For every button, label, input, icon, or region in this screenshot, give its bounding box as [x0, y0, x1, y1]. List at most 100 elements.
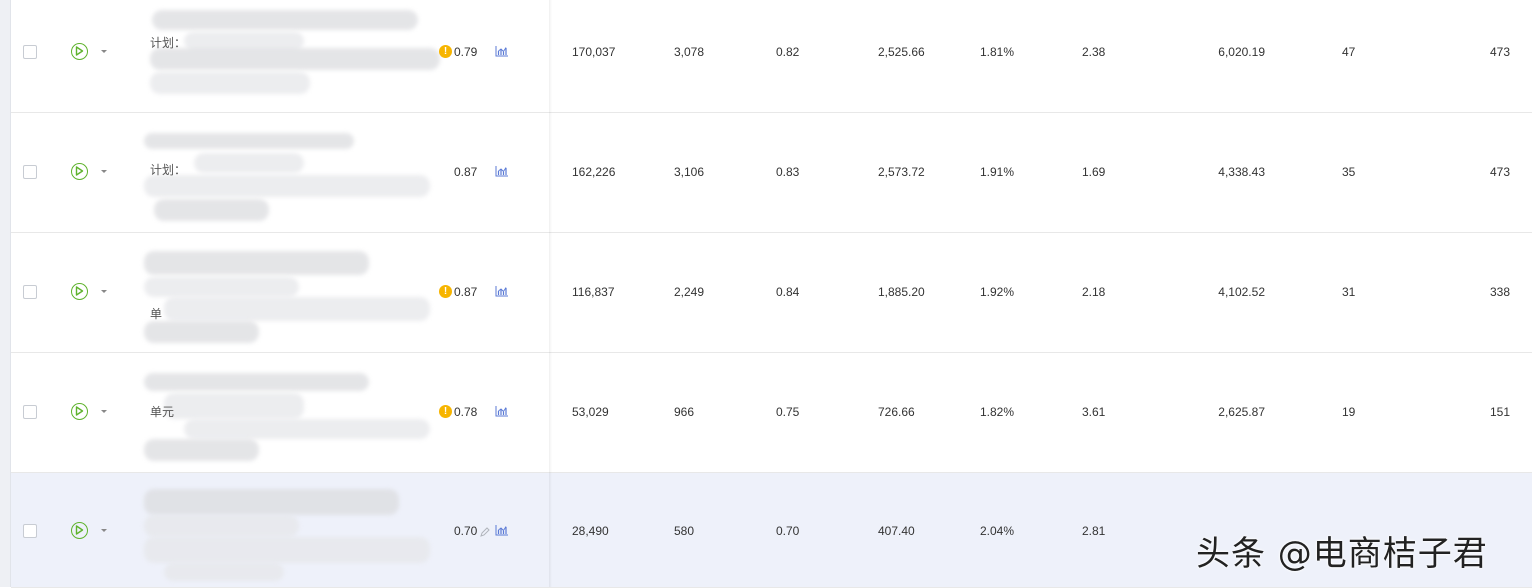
caret-down-icon[interactable] [101, 290, 107, 293]
campaign-name-block[interactable]: 计划： [144, 0, 440, 100]
metric-cell: 4,102.52 [1218, 285, 1265, 299]
fixed-column-divider [549, 0, 552, 587]
redacted-text [184, 419, 430, 439]
redacted-text [144, 321, 259, 343]
redacted-text [144, 175, 430, 197]
metric-cell: 1.81% [980, 45, 1015, 59]
watermark: 头条 @电商桔子君 [1196, 534, 1488, 574]
bar-chart-icon[interactable] [495, 165, 509, 177]
metric-cell: 0.83 [776, 165, 800, 179]
play-circle-icon[interactable] [71, 163, 88, 180]
metric-cell: 28,490 [572, 524, 609, 538]
redacted-text [144, 439, 259, 461]
redacted-text [184, 32, 304, 50]
metric-cell: 1.82% [980, 405, 1015, 419]
metric-cell: 580 [674, 524, 695, 538]
table-row[interactable]: 单! 0.87 116,837 2,249 0.84 1,885.20 1.92% 2.18 4… [11, 233, 1532, 353]
play-circle-icon[interactable] [71, 283, 88, 300]
caret-down-icon[interactable] [101, 170, 107, 173]
metric-cell: 3,106 [674, 165, 705, 179]
quality-score: 0.87 [454, 165, 478, 179]
metric-cell: 726.66 [878, 405, 915, 419]
metric-cell: 966 [674, 405, 695, 419]
redacted-text [154, 199, 269, 221]
metric-cell: 0.84 [776, 285, 800, 299]
metric-cell: 0.82 [776, 45, 800, 59]
table-row[interactable]: 计划：! 0.79 170,037 3,078 0.82 2,525.66 1.81% 2.3… [11, 0, 1532, 113]
campaign-name-block[interactable]: 计划： [144, 119, 434, 221]
row-checkbox[interactable] [23, 405, 37, 419]
play-circle-icon[interactable] [71, 43, 88, 60]
plan-label: 计划： [150, 163, 187, 177]
metric-cell: 31 [1342, 285, 1356, 299]
redacted-text [150, 72, 310, 94]
play-circle-icon[interactable] [71, 522, 88, 539]
campaign-name-block[interactable]: 单元 [144, 359, 434, 461]
metric-cell: 35 [1342, 165, 1356, 179]
metric-cell: 2.18 [1082, 285, 1106, 299]
redacted-text [150, 48, 440, 70]
metric-cell: 170,037 [572, 45, 616, 59]
metric-cell: 162,226 [572, 165, 616, 179]
redacted-text [144, 537, 430, 563]
metric-cell: 2,249 [674, 285, 705, 299]
left-edge [0, 0, 11, 587]
metric-cell: 3.61 [1082, 405, 1106, 419]
quality-score: 0.70 [454, 524, 478, 538]
metric-cell: 0.75 [776, 405, 800, 419]
metric-cell: 47 [1342, 45, 1356, 59]
exclamation-icon[interactable]: ! [439, 45, 452, 58]
metric-cell: 473 [1489, 165, 1510, 179]
table-row[interactable]: 计划： 0.87 162,226 3,106 0.83 2,573.72 1.91% 1.69… [11, 113, 1532, 233]
redacted-text [164, 393, 304, 419]
redacted-text [144, 133, 354, 149]
bar-chart-icon[interactable] [495, 524, 509, 536]
caret-down-icon[interactable] [101, 529, 107, 532]
caret-down-icon[interactable] [101, 410, 107, 413]
metric-cell: 1.91% [980, 165, 1015, 179]
row-checkbox[interactable] [23, 285, 37, 299]
campaign-table: 计划：! 0.79 170,037 3,078 0.82 2,525.66 1.81% 2.3… [11, 0, 1532, 588]
metric-cell: 4,338.43 [1218, 165, 1265, 179]
table-row[interactable]: 单元! 0.78 53,029 966 0.75 726.66 1.82% 3.61 2,625… [11, 353, 1532, 473]
redacted-text [144, 251, 369, 275]
redacted-text [144, 277, 299, 297]
redacted-text [144, 373, 369, 391]
caret-down-icon[interactable] [101, 50, 107, 53]
metric-cell: 473 [1489, 45, 1510, 59]
exclamation-icon[interactable]: ! [439, 285, 452, 298]
redacted-text [144, 489, 399, 515]
row-checkbox[interactable] [23, 524, 37, 538]
exclamation-icon[interactable]: ! [439, 405, 452, 418]
redacted-text [152, 10, 418, 30]
metric-cell: 53,029 [572, 405, 609, 419]
bar-chart-icon[interactable] [495, 45, 509, 57]
plan-label: 计划： [150, 36, 187, 50]
pencil-icon[interactable] [480, 526, 490, 537]
play-circle-icon[interactable] [71, 403, 88, 420]
metric-cell: 2.81 [1082, 524, 1106, 538]
row-checkbox[interactable] [23, 165, 37, 179]
metric-cell: 1,885.20 [878, 285, 925, 299]
bar-chart-icon[interactable] [495, 405, 509, 417]
campaign-name-block[interactable] [144, 479, 434, 581]
metric-cell: 116,837 [572, 285, 615, 299]
metric-cell: 2,525.66 [878, 45, 925, 59]
metric-cell: 2,573.72 [878, 165, 925, 179]
unit-label: 单 [150, 307, 163, 321]
table-row[interactable]: 0.70 28,490 580 0.70 407.40 2.04% 2.81 [11, 473, 1532, 588]
metric-cell: 1.92% [980, 285, 1015, 299]
row-checkbox[interactable] [23, 45, 37, 59]
unit-label: 单元 [150, 405, 175, 419]
metric-cell: 3,078 [674, 45, 705, 59]
redacted-text [164, 563, 284, 581]
metric-cell: 407.40 [878, 524, 915, 538]
metric-cell: 338 [1489, 285, 1510, 299]
metric-cell: 2.04% [980, 524, 1015, 538]
metric-cell: 2,625.87 [1218, 405, 1265, 419]
metric-cell: 19 [1342, 405, 1356, 419]
metric-cell: 2.38 [1082, 45, 1106, 59]
bar-chart-icon[interactable] [495, 285, 509, 297]
redacted-text [164, 297, 430, 321]
campaign-name-block[interactable]: 单 [144, 239, 434, 343]
